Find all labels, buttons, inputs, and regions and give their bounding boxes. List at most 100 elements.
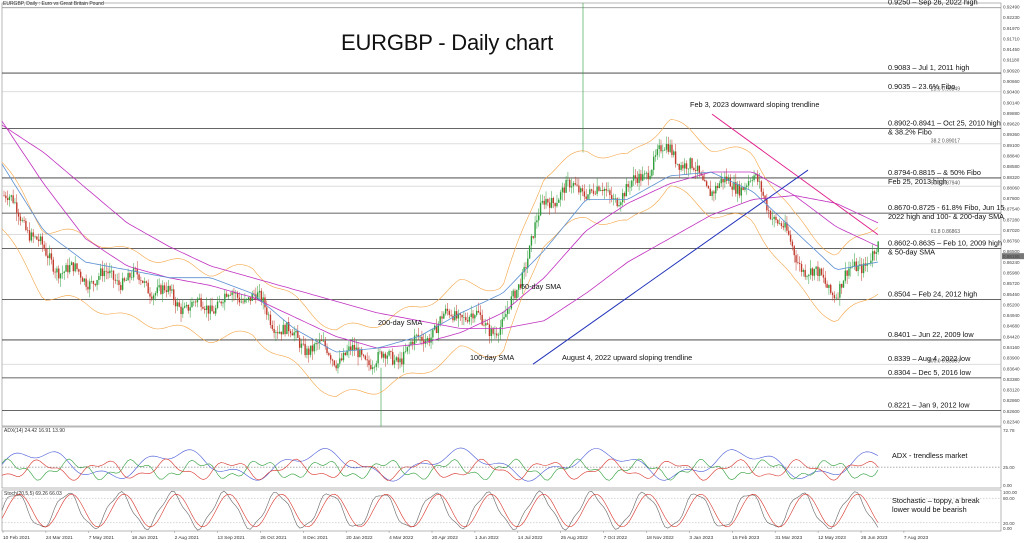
candle-body (324, 340, 326, 347)
candle-body (820, 268, 823, 275)
candle-body (183, 306, 186, 308)
sma-line-50-day-sma (1, 163, 879, 353)
candle-body (654, 155, 657, 157)
candle-body (224, 293, 226, 303)
candle-body (397, 357, 399, 363)
candle-body (749, 180, 752, 182)
candle-body (58, 268, 60, 279)
candle-body (647, 172, 649, 180)
candle-body (238, 297, 241, 303)
candle-body (231, 292, 233, 296)
candle-body (736, 184, 739, 194)
candle-body (258, 290, 261, 293)
candle-body (178, 302, 180, 307)
candle-body (481, 314, 483, 325)
candle-body (592, 190, 595, 194)
candle-body (510, 296, 513, 309)
candle-body (52, 259, 54, 272)
candle-body (804, 269, 806, 277)
candle-body (410, 341, 412, 346)
candle-body (116, 280, 118, 281)
candle-body (289, 331, 292, 334)
candle-body (552, 197, 555, 204)
candle-body (187, 304, 190, 311)
candle-body (236, 292, 239, 298)
symbol-label: EURGBP, Daily : Euro vs Great Britain Po… (3, 1, 104, 7)
date-tick-label: 7 Aug 2023 (904, 535, 929, 541)
candle-body (267, 314, 270, 316)
candle-body (85, 278, 87, 287)
candle-body (444, 308, 447, 314)
candle-body (123, 278, 126, 281)
candle-body (167, 286, 169, 293)
chart-title: EURGBP - Daily chart (341, 30, 553, 55)
candle-body (700, 172, 702, 176)
candle-body (559, 192, 562, 200)
level-label: 0.8401 – Jun 22, 2009 low (888, 330, 974, 339)
price-tick-label: 0.87540 (1003, 207, 1020, 212)
candle-body (461, 314, 463, 318)
candle-body (545, 199, 547, 205)
candle-body (789, 234, 792, 242)
candle-body (417, 334, 419, 337)
candle-body (8, 196, 11, 201)
price-tick-label: 0.86760 (1003, 239, 1020, 244)
candle-body (773, 216, 775, 219)
candle-body (182, 307, 184, 315)
level-label: 0.8304 – Dec 5, 2016 low (888, 368, 971, 377)
candle-body (567, 179, 569, 181)
candle-body (120, 285, 122, 290)
candle-body (204, 308, 206, 311)
stoch-panel-frame (1, 489, 1002, 532)
candle-body (618, 205, 620, 207)
candle-body (109, 270, 111, 274)
bollinger-lower-band (1, 185, 879, 397)
candle-body (614, 198, 617, 199)
candle-body (799, 263, 801, 264)
candle-body (612, 198, 615, 200)
date-tick-label: 10 Feb 2021 (3, 535, 30, 541)
candle-body (611, 195, 613, 200)
candle-body (625, 184, 628, 197)
candle-body (333, 360, 336, 366)
price-tick-label: 0.89360 (1003, 132, 1020, 137)
candle-body (490, 328, 492, 336)
candle-body (3, 195, 5, 197)
candle-body (413, 335, 416, 345)
level-label: 2022 high and 100- & 200-day SMA (888, 212, 1004, 221)
candle-body (824, 277, 826, 284)
candle-body (205, 305, 208, 311)
candle-body (605, 188, 607, 191)
candle-body (454, 311, 456, 321)
candle-body (43, 244, 45, 249)
candle-body (404, 351, 407, 352)
candle-body (846, 270, 848, 276)
candle-body (70, 262, 73, 266)
candle-body (528, 245, 531, 259)
candle-body (497, 334, 500, 336)
candle-body (755, 174, 757, 176)
candle-body (227, 294, 230, 297)
candle-body (873, 251, 876, 254)
price-tick-label: 0.85460 (1003, 292, 1020, 297)
price-tick-label: 0.84420 (1003, 334, 1020, 339)
candle-body (185, 304, 188, 307)
candle-body (616, 198, 618, 207)
candle-body (386, 355, 388, 359)
candle-body (262, 297, 264, 303)
candle-body (322, 340, 325, 342)
candle-body (311, 345, 314, 352)
candle-body (131, 277, 133, 278)
candle-body (264, 297, 266, 308)
candle-body (740, 187, 742, 196)
candle-body (353, 345, 356, 350)
candle-body (583, 191, 586, 197)
candle-body (81, 277, 84, 282)
candle-body (753, 175, 755, 181)
candle-body (12, 195, 14, 203)
adx-tick-label: 72.78 (1003, 428, 1015, 433)
candle-body (293, 332, 295, 336)
candle-body (145, 281, 148, 283)
candle-body (127, 273, 129, 281)
candle-body (271, 324, 273, 329)
